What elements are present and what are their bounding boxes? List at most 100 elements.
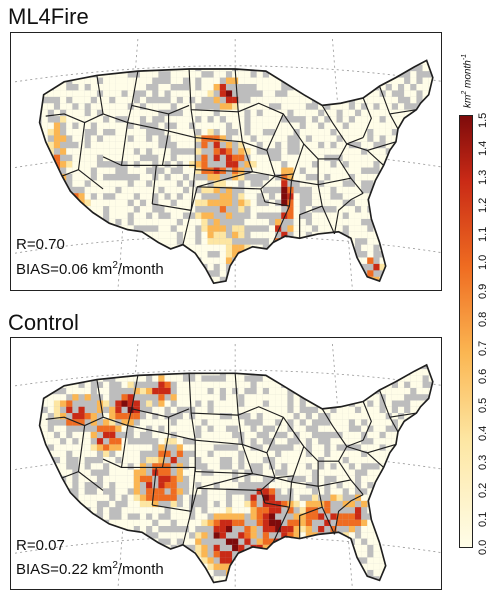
fire-cell xyxy=(84,212,91,219)
fire-cell xyxy=(96,64,104,72)
fire-cell xyxy=(121,538,128,545)
fire-cell xyxy=(152,463,159,470)
fire-cell xyxy=(379,193,386,200)
state-borders xyxy=(45,373,417,545)
fire-cell xyxy=(225,551,233,558)
fire-cell xyxy=(262,154,269,162)
fire-cell xyxy=(170,475,177,483)
fire-cell xyxy=(207,244,214,252)
fire-cell xyxy=(250,500,257,508)
fire-cell xyxy=(287,244,294,252)
fire-cell xyxy=(146,109,153,117)
fire-cell xyxy=(281,186,288,194)
fire-cell xyxy=(195,513,202,520)
fire-cell xyxy=(336,438,343,445)
fire-cell xyxy=(213,488,220,495)
fire-cell xyxy=(207,431,214,439)
fire-cell xyxy=(299,500,306,508)
fire-cell xyxy=(250,231,257,239)
fire-cell xyxy=(281,406,288,414)
fire-cell xyxy=(238,364,245,370)
fire-cell xyxy=(195,244,202,252)
fire-cell xyxy=(195,167,202,174)
fire-cell xyxy=(422,212,429,219)
fire-cell xyxy=(176,532,183,539)
fire-cell xyxy=(115,444,122,451)
fire-cell xyxy=(416,557,423,564)
fire-cell xyxy=(385,212,392,219)
fire-cell xyxy=(189,381,196,388)
fire-cell xyxy=(84,532,91,539)
fire-cell xyxy=(47,469,54,476)
fire-cell xyxy=(127,532,134,539)
fire-cell xyxy=(103,225,110,232)
fire-cell xyxy=(416,270,423,277)
fire-cell xyxy=(330,251,337,258)
fire-cell xyxy=(250,167,257,174)
fire-cell xyxy=(139,161,147,168)
fire-cell xyxy=(305,557,312,564)
fire-cell xyxy=(367,96,374,104)
fire-cell xyxy=(367,444,374,451)
fire-cell xyxy=(244,438,251,445)
fire-cell xyxy=(66,193,73,200)
fire-cell xyxy=(250,103,257,110)
fire-cell xyxy=(268,180,276,187)
fire-cell xyxy=(422,507,429,514)
fire-cell xyxy=(60,116,67,123)
fire-cell xyxy=(238,77,245,84)
fire-cell xyxy=(373,218,380,226)
fire-cell xyxy=(367,526,374,533)
fire-cell xyxy=(176,475,183,483)
fire-cell xyxy=(342,500,349,508)
fire-cell xyxy=(121,456,128,464)
fire-cell xyxy=(262,116,269,123)
fire-cell xyxy=(139,71,147,78)
fire-cell xyxy=(127,500,134,508)
fire-cell xyxy=(391,161,398,168)
fire-cell xyxy=(219,103,226,110)
fire-cell xyxy=(72,387,79,395)
fire-cell xyxy=(225,90,233,97)
fire-cell xyxy=(410,231,417,239)
fire-cell xyxy=(287,96,294,104)
fire-cell xyxy=(268,450,276,457)
fire-cell xyxy=(109,438,116,445)
fire-cell xyxy=(182,394,190,401)
fire-cell xyxy=(299,161,306,168)
fire-cell xyxy=(410,173,417,181)
fire-cell xyxy=(305,257,312,264)
fire-cell xyxy=(268,167,276,174)
fire-cell xyxy=(127,96,134,104)
fire-cell xyxy=(287,122,294,129)
fire-cell xyxy=(404,526,411,533)
fire-cell xyxy=(385,387,392,395)
fire-cell xyxy=(330,218,337,226)
fire-cell xyxy=(268,513,276,520)
fire-cell xyxy=(164,167,171,174)
fire-cell xyxy=(385,218,392,226)
fire-cell xyxy=(72,64,79,72)
colorbar-tick-label: 1.1 xyxy=(477,226,489,242)
fire-cell xyxy=(336,375,343,382)
fire-cell xyxy=(422,173,429,181)
fire-cell xyxy=(189,71,196,78)
fire-cell xyxy=(250,475,257,483)
fire-cell xyxy=(146,231,153,239)
fire-cell xyxy=(305,83,312,91)
fire-cell xyxy=(78,128,85,136)
fire-cell xyxy=(287,206,294,213)
fire-cell xyxy=(165,582,171,588)
fire-cell xyxy=(90,444,97,451)
fire-cell xyxy=(336,569,343,577)
fire-cell xyxy=(348,148,355,155)
fire-cell xyxy=(72,218,79,226)
fire-cell xyxy=(139,519,147,527)
fire-cell xyxy=(281,438,288,445)
fire-cell xyxy=(318,218,325,226)
fire-cell xyxy=(225,154,233,162)
fire-cell xyxy=(293,364,300,370)
fire-cell xyxy=(238,270,245,277)
fire-cell xyxy=(373,64,380,72)
fire-cell xyxy=(251,582,257,588)
